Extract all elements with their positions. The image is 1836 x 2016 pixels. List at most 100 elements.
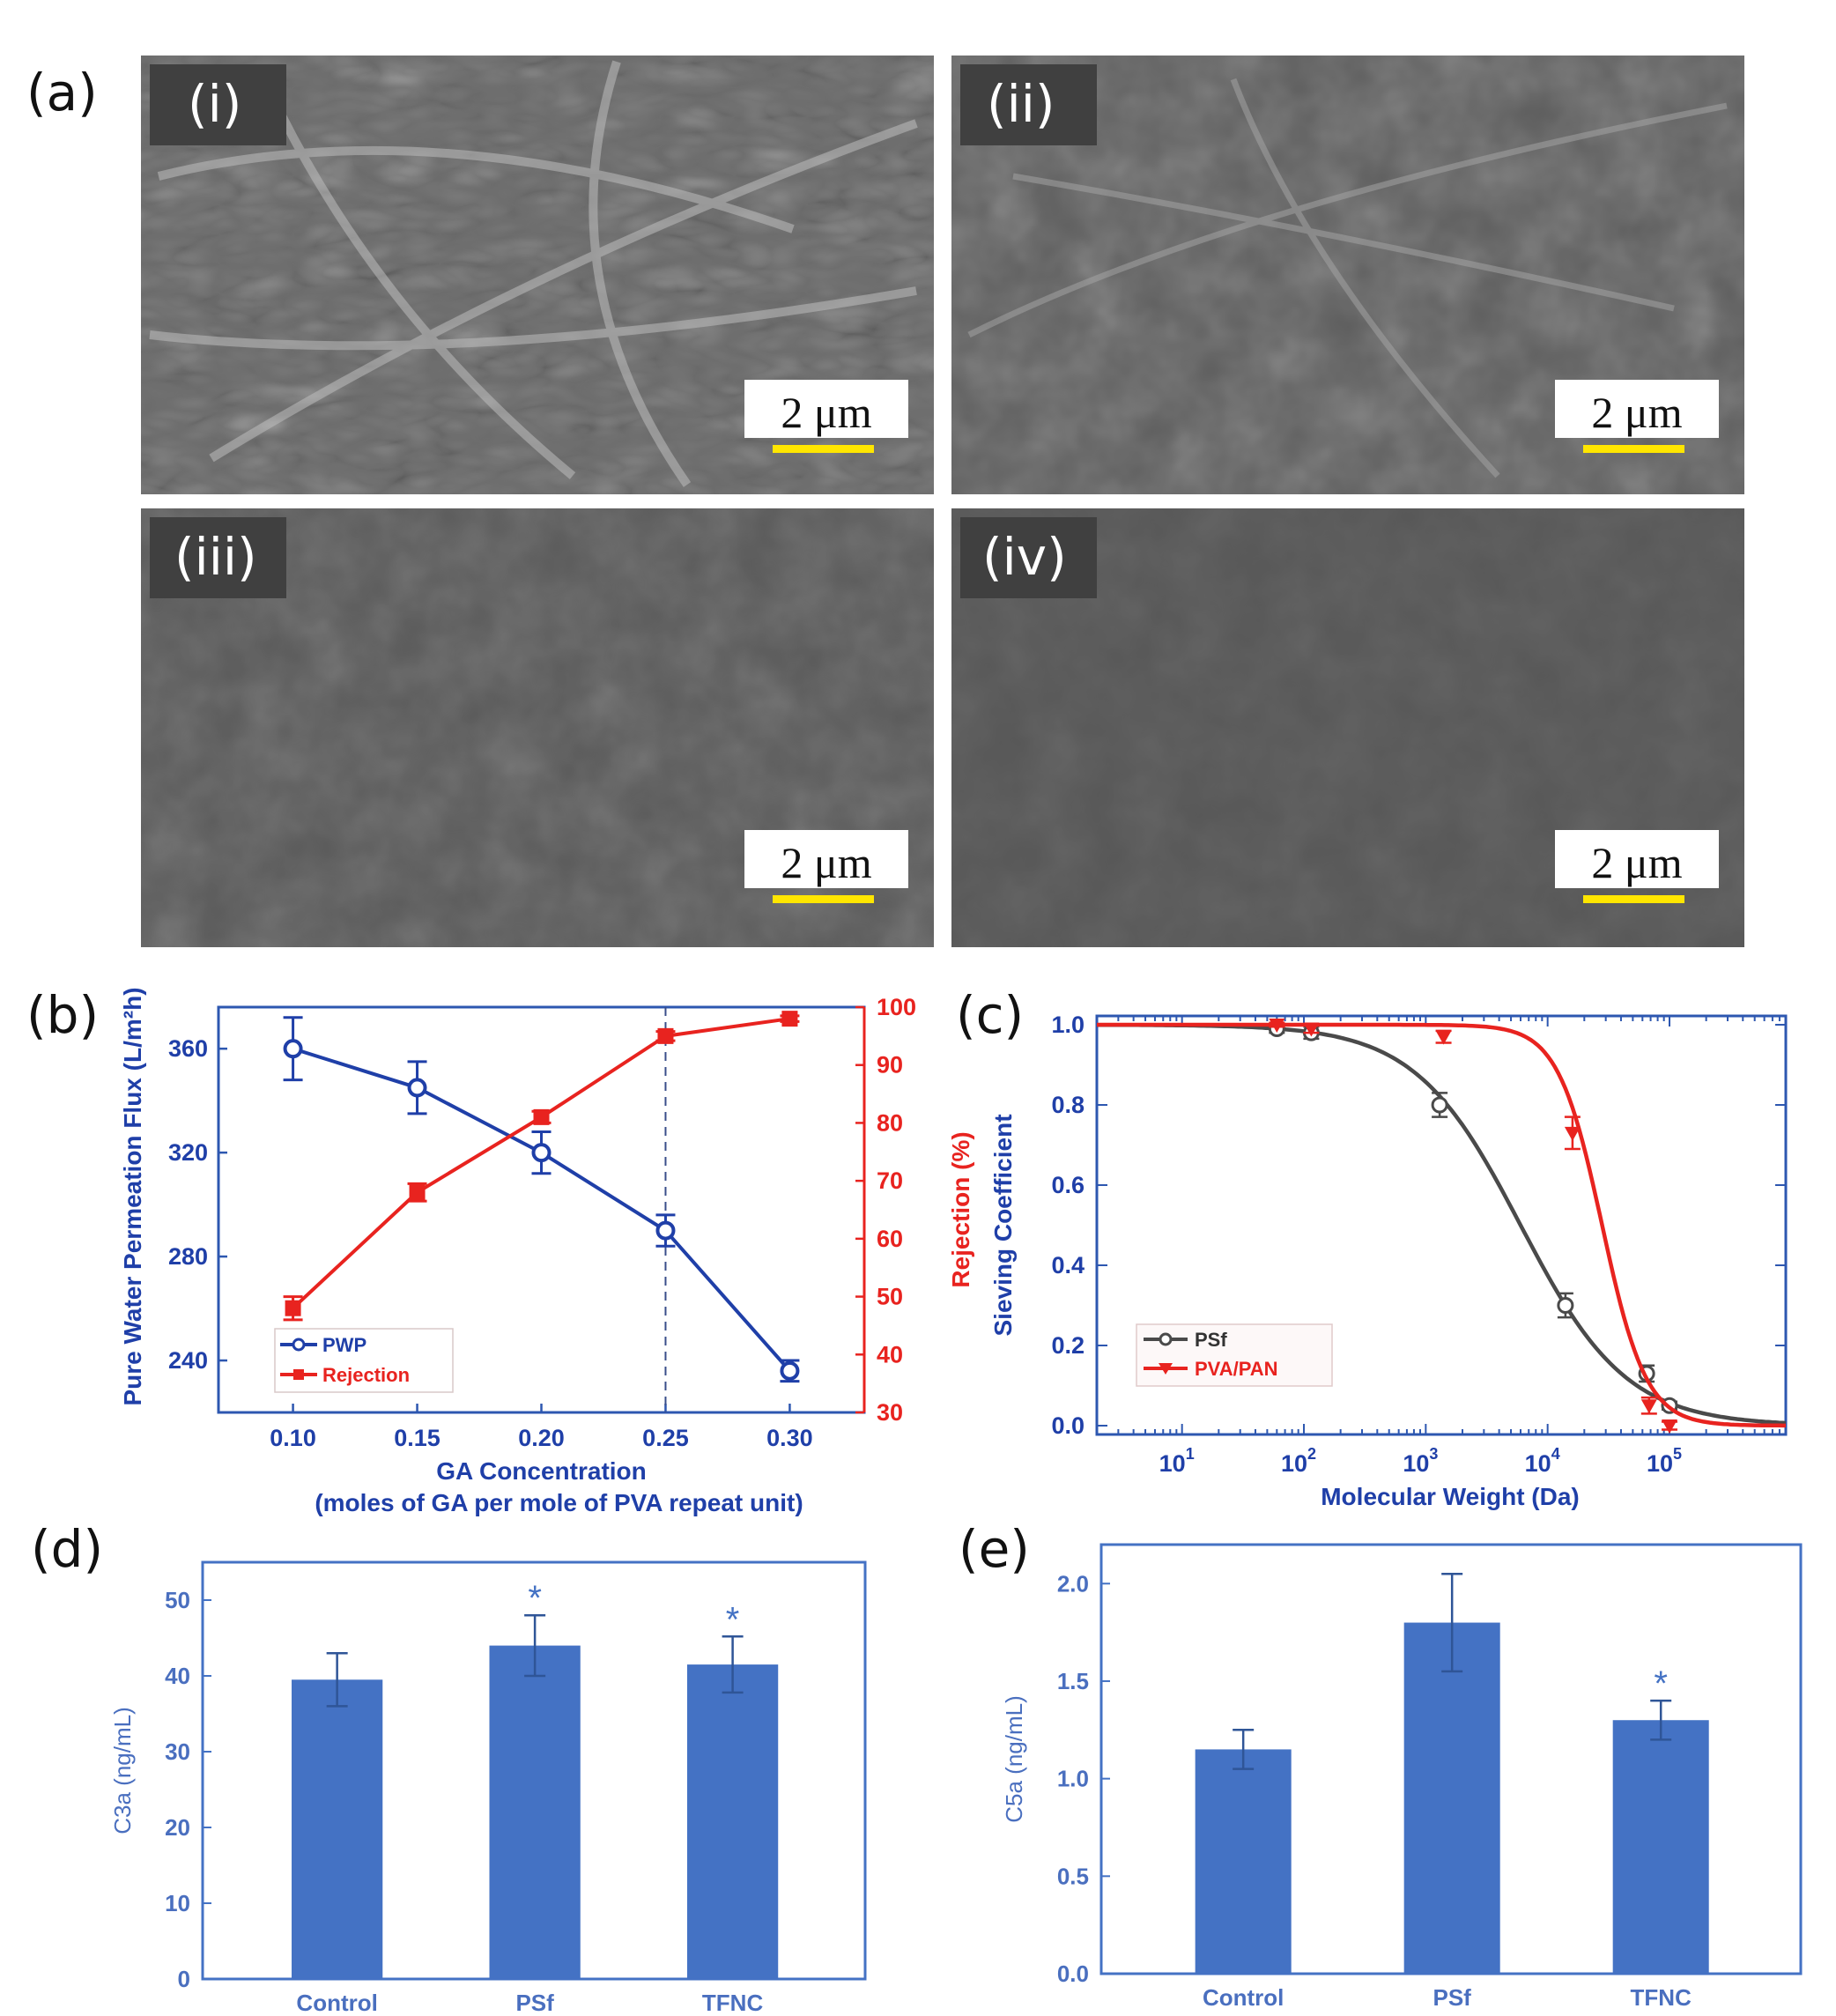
- legend-c: PSf PVA/PAN: [1136, 1323, 1333, 1387]
- x-tick-label-b: 0.20: [518, 1425, 565, 1451]
- panel-letter-a: (a): [26, 63, 98, 122]
- x-tick-base-c: 10: [1647, 1450, 1673, 1477]
- legend-b: PWP Rejection: [274, 1328, 454, 1393]
- x-tick-label-b: 0.25: [642, 1425, 689, 1451]
- data-point-pwp-b: [283, 1039, 303, 1059]
- x-tick-exponent-c: 1: [1186, 1445, 1195, 1463]
- x-tick-label-c: 103: [1403, 1445, 1438, 1477]
- y-tick-label-d: 30: [165, 1738, 190, 1765]
- data-point-pwp-b: [531, 1143, 552, 1163]
- y-tick-label-e: 1.5: [1057, 1668, 1089, 1694]
- x-axis-title-c: Molecular Weight (Da): [1321, 1483, 1580, 1510]
- y-tick-label-c: 0.2: [1051, 1332, 1085, 1359]
- legend-label-pvapan: PVA/PAN: [1195, 1358, 1278, 1380]
- y-tick-label-right-b: 90: [877, 1052, 903, 1078]
- y-tick-label-e: 2.0: [1057, 1570, 1089, 1597]
- data-point-rejection-b: [657, 1027, 674, 1044]
- y-tick-label-d: 50: [165, 1587, 190, 1613]
- x-tick-label-e: PSf: [1433, 1984, 1472, 2011]
- data-point-pwp-b: [780, 1360, 800, 1381]
- data-point-pvapan-c: [1662, 1419, 1678, 1434]
- y-tick-label-right-b: 70: [877, 1167, 903, 1194]
- y-tick-label-right-b: 40: [877, 1341, 903, 1367]
- bar-psf-e: [1403, 1622, 1500, 1974]
- x-tick-base-c: 10: [1159, 1450, 1186, 1477]
- data-point-pwp-b: [407, 1078, 427, 1098]
- data-point-rejection-b: [409, 1184, 426, 1201]
- data-point-pvapan-c: [1303, 1022, 1320, 1037]
- y-tick-label-c: 0.6: [1051, 1172, 1085, 1198]
- y-tick-label-d: 20: [165, 1814, 190, 1841]
- x-tick-label-d: Control: [296, 1990, 377, 2016]
- y-axis-title-right-b: Rejection (%): [947, 1131, 974, 1287]
- x-tick-label-d: TFNC: [702, 1990, 764, 2016]
- y-tick-label-left-b: 240: [168, 1347, 208, 1374]
- data-point-rejection-b: [781, 1011, 798, 1027]
- scale-bar-ii: [1583, 445, 1684, 453]
- legend-label-rejection: Rejection: [322, 1364, 410, 1386]
- x-tick-label-b: 0.15: [394, 1425, 440, 1451]
- sem-image-iv: (iv) 2 μm: [951, 508, 1744, 947]
- y-tick-label-c: 0.8: [1051, 1092, 1085, 1118]
- sem-image-ii: (ii) 2 μm: [951, 56, 1744, 494]
- legend-marker-pwp: [292, 1338, 306, 1352]
- data-point-rejection-b: [533, 1108, 550, 1125]
- x-tick-exponent-c: 4: [1551, 1445, 1560, 1463]
- scale-bar-text-iv: 2 μm: [1591, 838, 1682, 887]
- scale-bar-text-i: 2 μm: [781, 388, 871, 437]
- legend-marker-pvapan: [1159, 1363, 1173, 1375]
- data-point-pvapan-c: [1564, 1126, 1581, 1141]
- sem-label-i: (i): [188, 74, 241, 134]
- x-tick-exponent-c: 3: [1429, 1445, 1438, 1463]
- data-point-psf-c: [1431, 1096, 1448, 1114]
- plot-frame-c: [1095, 1014, 1788, 1436]
- data-point-pvapan-c: [1269, 1019, 1285, 1033]
- bar-psf-d: [489, 1645, 581, 1979]
- legend-marker-rejection: [293, 1369, 304, 1380]
- bar-tfnc-e: [1612, 1720, 1709, 1974]
- x-tick-label-c: 102: [1281, 1445, 1316, 1477]
- x-tick-label-d: PSf: [515, 1990, 554, 2016]
- sem-image-iii: (iii) 2 μm: [141, 508, 934, 947]
- x-axis-title-b: GA Concentration: [436, 1457, 647, 1485]
- x-tick-label-c: 104: [1525, 1445, 1560, 1477]
- y-tick-label-d: 0: [178, 1966, 190, 1992]
- y-tick-label-right-b: 60: [877, 1226, 903, 1252]
- y-tick-label-right-b: 30: [877, 1399, 903, 1426]
- y-axis-title-left-b: Pure Water Permeation Flux (L/m²h): [119, 987, 146, 1405]
- legend-label-pwp: PWP: [322, 1334, 366, 1356]
- x-tick-base-c: 10: [1525, 1450, 1551, 1477]
- legend-marker-psf: [1159, 1332, 1173, 1346]
- scale-bar-i: [773, 445, 874, 453]
- panel-a: (a) (i) 2 μm (ii) 2 μm (iii): [26, 56, 1744, 947]
- scale-bar-iv: [1583, 895, 1684, 903]
- data-point-psf-c: [1557, 1297, 1574, 1314]
- y-tick-label-right-b: 100: [877, 994, 916, 1020]
- sem-label-ii: (ii): [987, 74, 1055, 134]
- x-axis-subtitle-b: (moles of GA per mole of PVA repeat unit…: [315, 1489, 803, 1516]
- y-axis-title-c: Sieving Coefficient: [989, 1114, 1017, 1336]
- x-tick-exponent-c: 2: [1307, 1445, 1316, 1463]
- panel-letter-e: (e): [959, 1519, 1030, 1579]
- y-axis-title-d: C3a (ng/mL): [109, 1707, 136, 1834]
- x-tick-exponent-c: 5: [1673, 1445, 1682, 1463]
- data-point-pvapan-c: [1640, 1399, 1657, 1414]
- scale-bar-text-ii: 2 μm: [1591, 388, 1682, 437]
- y-tick-label-e: 0.5: [1057, 1863, 1089, 1889]
- data-point-rejection-b: [285, 1300, 301, 1316]
- y-tick-label-left-b: 360: [168, 1035, 208, 1062]
- scale-bar-text-iii: 2 μm: [781, 838, 871, 887]
- y-tick-label-c: 0.0: [1051, 1412, 1085, 1439]
- sem-label-iv: (iv): [982, 527, 1067, 587]
- x-tick-label-e: Control: [1203, 1984, 1284, 2011]
- y-tick-label-left-b: 320: [168, 1139, 208, 1166]
- scale-bar-iii: [773, 895, 874, 903]
- legend-box-b: [274, 1328, 454, 1393]
- y-tick-label-e: 1.0: [1057, 1766, 1089, 1792]
- chart-b: (b) 0.10 0.15 0.20 0.25 0.30 240 280 320 360 30 40…: [26, 985, 974, 1516]
- bar-control-d: [292, 1679, 383, 1979]
- legend-label-psf: PSf: [1195, 1329, 1227, 1351]
- fit-curve-pvapan-c: [1097, 1022, 1786, 1428]
- y-axis-title-e: C5a (ng/mL): [1001, 1695, 1027, 1823]
- significance-marker-d: *: [726, 1600, 740, 1639]
